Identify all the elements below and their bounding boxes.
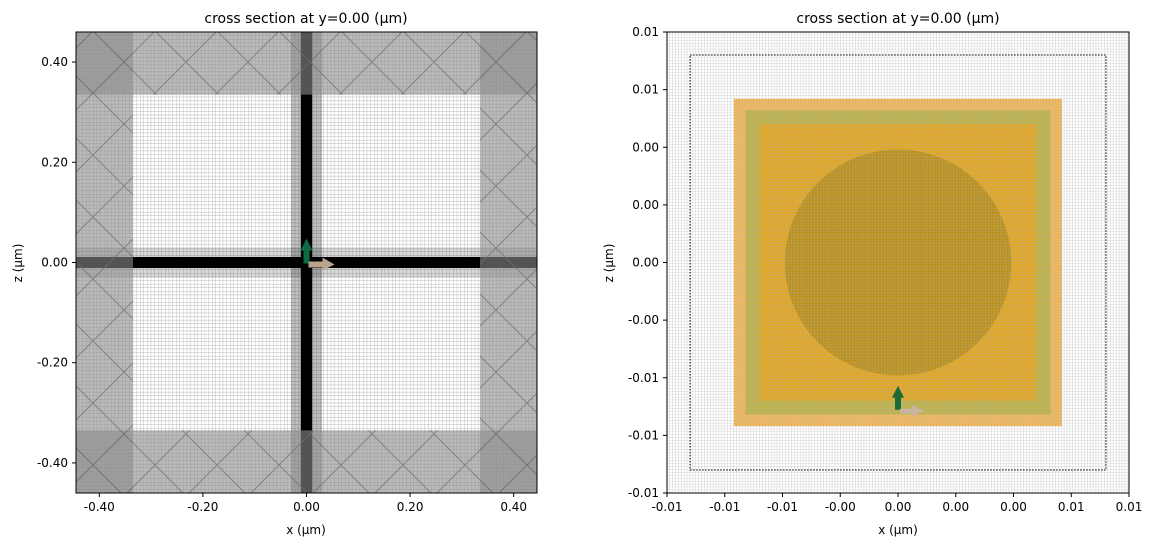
x-tick-label: 0.40 — [500, 500, 527, 514]
polarization-arrow — [308, 257, 335, 271]
y-tick-label: -0.01 — [628, 371, 659, 385]
y-tick-label: -0.00 — [628, 313, 659, 327]
pml-top-hatch — [76, 32, 537, 95]
x-tick-label: 0.00 — [942, 500, 969, 514]
x-tick-label: 0.20 — [397, 500, 424, 514]
left-plot-xlabel: x (μm) — [286, 523, 326, 537]
x-tick-label: -0.40 — [84, 500, 115, 514]
right-plot: cross section at y=0.00 (μm) -0.01 -0.01-… — [602, 11, 1142, 537]
y-tick-label: 0.01 — [632, 83, 659, 97]
right-plot-ylabel: z (μm) — [602, 244, 616, 283]
y-tick-label: 0.20 — [41, 155, 68, 169]
y-tick-label: -0.20 — [37, 356, 68, 370]
left-plot: cross section at y=0.00 (μm) -0.40 -0.20 0… — [11, 11, 538, 537]
left-plot-ticks: -0.40 -0.20 0.00 0.20 0.40 0.40 0.20 0.00 -0.20 -… — [37, 55, 527, 514]
pml-bottom-hatch — [76, 430, 537, 493]
x-tick-label: -0.01 — [709, 500, 740, 514]
y-tick-label: 0.00 — [41, 256, 68, 270]
left-plot-ylabel: z (μm) — [11, 244, 25, 283]
y-tick-label: -0.01 — [628, 486, 659, 500]
pml-left-hatch — [76, 32, 133, 493]
y-tick-label: 0.00 — [632, 256, 659, 270]
source-direction-arrow — [300, 238, 313, 264]
simulation-grid — [667, 32, 1129, 493]
polarization-arrow — [900, 404, 924, 417]
x-tick-label: 0.00 — [885, 500, 912, 514]
y-tick-label: 0.40 — [41, 55, 68, 69]
x-tick-label: 0.01 — [1116, 500, 1143, 514]
x-tick-label: -0.01 — [651, 500, 682, 514]
y-tick-label: -0.01 — [628, 428, 659, 442]
right-plot-xlabel: x (μm) — [878, 523, 918, 537]
left-plot-title: cross section at y=0.00 (μm) — [204, 11, 407, 27]
y-tick-label: 0.01 — [632, 25, 659, 39]
right-plot-title: cross section at y=0.00 (μm) — [796, 11, 999, 27]
pml-right-hatch — [480, 32, 537, 493]
source-direction-arrow — [892, 385, 904, 410]
y-tick-label: 0.00 — [632, 140, 659, 154]
right-plot-area — [667, 32, 1129, 493]
x-tick-label: 0.00 — [293, 500, 320, 514]
x-tick-label: -0.20 — [187, 500, 218, 514]
x-tick-label: 0.01 — [1058, 500, 1085, 514]
left-plot-area — [76, 32, 537, 493]
x-tick-label: -0.01 — [767, 500, 798, 514]
y-tick-label: 0.00 — [632, 198, 659, 212]
right-plot-ticks: -0.01 -0.01 -0.01 -0.00 0.00 0.00 0.00 0.01 0.01… — [628, 25, 1142, 514]
monitor-box — [689, 54, 1107, 471]
y-tick-label: -0.40 — [37, 456, 68, 470]
x-tick-label: -0.00 — [825, 500, 856, 514]
x-tick-label: 0.00 — [1000, 500, 1027, 514]
